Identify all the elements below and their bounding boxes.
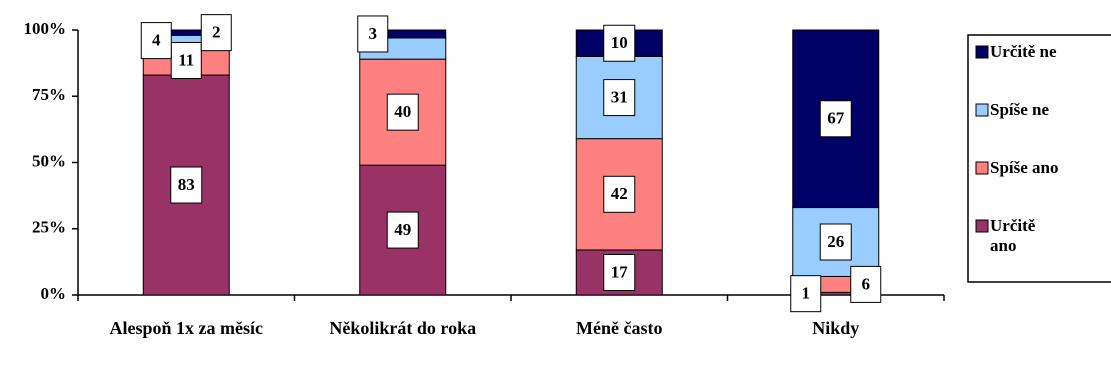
x-label-box: Alespoň 1x za měsíc [109,318,263,338]
data-label-text: 1 [802,284,811,303]
data-label: 6 [850,265,882,303]
data-label-text: 31 [611,87,628,106]
data-label-box [170,41,202,79]
data-label-box [170,166,203,204]
data-label-box [603,253,636,291]
data-label-box [790,275,822,313]
data-label: 42 [603,175,636,213]
data-label: 67 [819,100,852,138]
data-label-text: 40 [394,102,411,121]
data-label: 17 [603,253,636,291]
data-label-box [200,14,232,52]
y-tick-label: 75% [32,85,66,104]
data-label: 49 [386,211,419,249]
y-tick-label: 0% [41,284,67,303]
legend-box [967,34,1111,283]
data-label-box [603,24,636,62]
data-label-text: 6 [862,274,871,293]
data-label: 4 [140,22,172,60]
y-tick-label: 100% [24,19,67,38]
data-label: 40 [386,93,419,131]
data-label-box [386,93,419,131]
data-label-box [357,15,389,53]
data-label-box [603,79,636,117]
data-label-box [819,100,852,138]
data-label-box [850,265,882,303]
data-label: 2 [200,14,232,52]
legend-label: Určitě ano [990,216,1036,255]
legend-label: Spíše ne [990,100,1050,119]
x-tick-label: Několikrát do roka [329,318,477,338]
x-tick-label: Méně často [576,318,663,338]
data-label-text: 3 [369,24,378,43]
legend-label-box: Spíše ano [990,158,1059,177]
data-label-text: 26 [827,232,844,251]
data-label-text: 67 [827,109,845,128]
data-label-box [603,175,636,213]
x-tick-label: Nikdy [812,318,860,338]
data-label-box [386,211,419,249]
legend-label-box: Spíše ne [990,100,1050,119]
data-label: 1 [790,275,822,313]
y-tick-label: 25% [32,218,66,237]
data-label: 83 [170,166,203,204]
legend-swatch [975,45,989,59]
x-label-box: Několikrát do roka [329,318,477,338]
legend-label-box: Určitě ano [990,216,1036,255]
legend-swatch [975,219,989,233]
data-label-box [140,22,172,60]
x-label-box: Nikdy [812,318,860,338]
data-label-text: 4 [152,31,161,50]
data-label-text: 10 [611,33,628,52]
data-label: 26 [819,223,852,261]
legend-label: Určitě ne [990,42,1057,61]
data-label-text: 2 [212,23,221,42]
data-label-text: 11 [178,50,194,69]
x-tick-label: Alespoň 1x za měsíc [109,318,263,338]
legend-label: Spíše ano [990,158,1059,177]
data-label-text: 83 [178,175,195,194]
legend-swatch [975,103,989,117]
data-label-text: 49 [394,220,411,239]
y-tick-label: 50% [32,151,66,170]
data-label-box [819,223,852,261]
legend-swatch [975,161,989,175]
data-label: 31 [603,79,636,117]
data-label: 11 [170,41,202,79]
data-label: 10 [603,24,636,62]
data-label-text: 17 [611,262,629,281]
x-label-box: Méně často [576,318,663,338]
data-label-text: 42 [611,184,628,203]
data-label: 3 [357,15,389,53]
legend-label-box: Určitě ne [990,42,1057,61]
